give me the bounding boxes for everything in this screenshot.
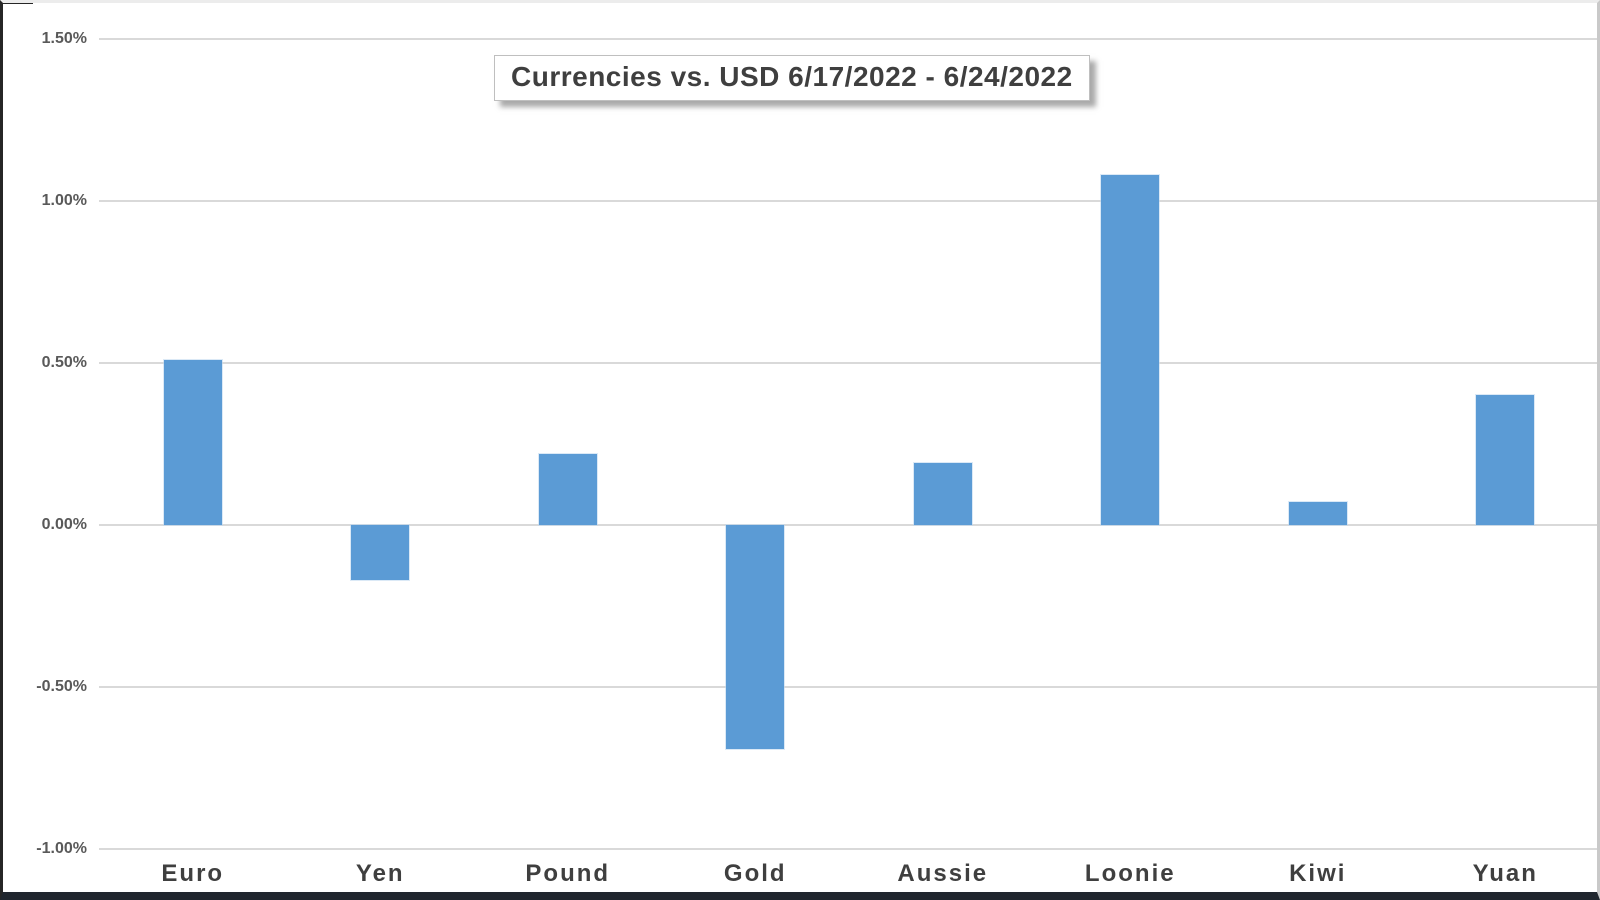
bar-kiwi[interactable] xyxy=(1288,502,1347,525)
category-label-pound: Pound xyxy=(525,860,611,887)
category-label-kiwi: Kiwi xyxy=(1289,860,1347,887)
gridline-1.50% xyxy=(99,38,1597,40)
gridline-0.50% xyxy=(99,362,1597,364)
frame-corner-mark xyxy=(3,3,33,4)
category-label-euro: Euro xyxy=(161,860,225,887)
category-label-loonie: Loonie xyxy=(1084,860,1176,887)
y-tick-label: 0.50% xyxy=(41,354,87,371)
y-tick-label: -0.50% xyxy=(36,678,87,695)
y-tick-label: 0.00% xyxy=(41,516,87,533)
y-tick-label: 1.00% xyxy=(41,192,87,209)
gridline--0.50% xyxy=(99,686,1597,688)
bar-gold[interactable] xyxy=(726,525,785,749)
bar-yuan[interactable] xyxy=(1476,395,1535,525)
y-tick-label: 1.50% xyxy=(41,30,87,47)
gridline-0.00% xyxy=(99,524,1597,526)
category-label-aussie: Aussie xyxy=(897,860,989,887)
bar-euro[interactable] xyxy=(163,359,222,525)
chart-title-box: Currencies vs. USD 6/17/2022 - 6/24/2022 xyxy=(494,55,1090,101)
y-tick-label: -1.00% xyxy=(36,840,87,857)
bar-yen[interactable] xyxy=(351,525,410,581)
category-label-yen: Yen xyxy=(355,860,405,887)
chart-title: Currencies vs. USD 6/17/2022 - 6/24/2022 xyxy=(511,61,1073,92)
gridline--1.00% xyxy=(99,848,1597,850)
bar-pound[interactable] xyxy=(538,453,597,525)
bar-aussie[interactable] xyxy=(913,463,972,525)
category-label-yuan: Yuan xyxy=(1472,860,1538,887)
category-label-gold: Gold xyxy=(723,860,787,887)
gridline-1.00% xyxy=(99,200,1597,202)
bar-loonie[interactable] xyxy=(1101,175,1160,525)
